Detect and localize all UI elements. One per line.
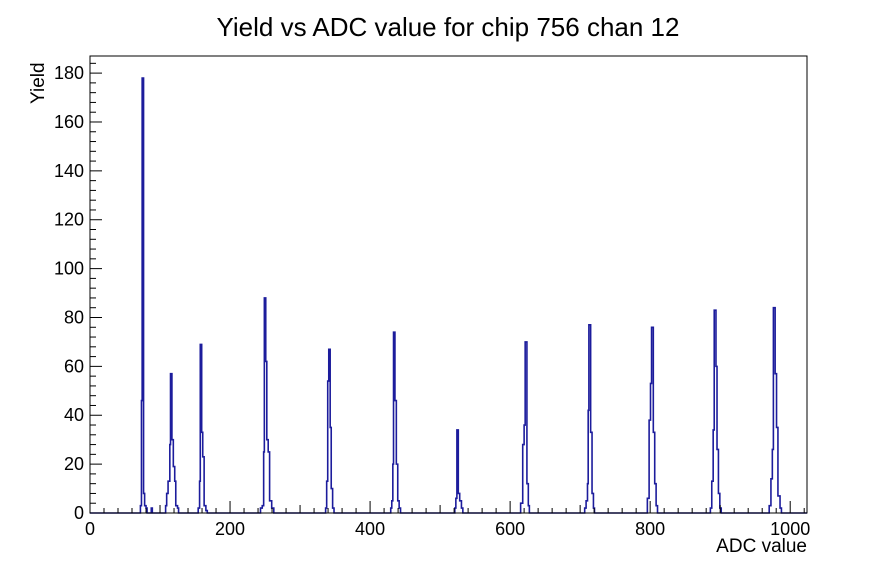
x-axis-title: ADC value — [716, 536, 807, 557]
x-tick-label: 800 — [635, 519, 665, 539]
x-tick-label: 600 — [495, 519, 525, 539]
chart-title: Yield vs ADC value for chip 756 chan 12 — [216, 12, 680, 42]
plot-frame — [89, 55, 808, 514]
y-tick-label: 20 — [64, 454, 84, 474]
x-tick-label: 200 — [215, 519, 245, 539]
y-axis-title: Yield — [28, 62, 49, 104]
x-tick-label: 0 — [85, 519, 95, 539]
y-tick-label: 100 — [54, 259, 84, 279]
y-tick-label: 180 — [54, 63, 84, 83]
y-tick-label: 160 — [54, 112, 84, 132]
y-tick-label: 80 — [64, 307, 84, 327]
y-tick-label: 40 — [64, 405, 84, 425]
x-tick-label: 1000 — [770, 519, 810, 539]
x-tick-label: 400 — [355, 519, 385, 539]
y-tick-label: 140 — [54, 161, 84, 181]
y-tick-label: 0 — [74, 503, 84, 523]
y-tick-label: 120 — [54, 210, 84, 230]
histogram-line — [90, 77, 807, 514]
y-tick-label: 60 — [64, 356, 84, 376]
